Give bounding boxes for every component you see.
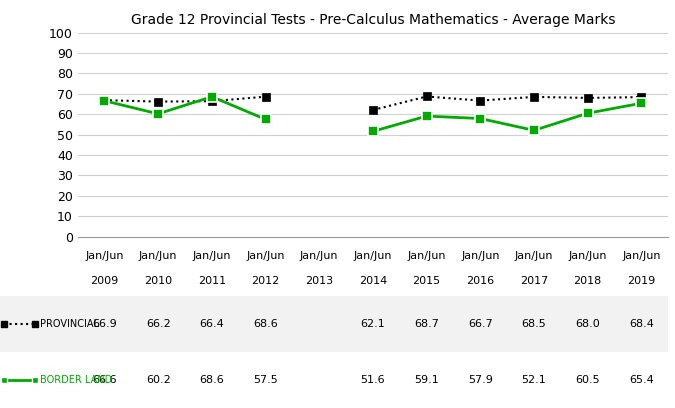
Text: 66.9: 66.9 (92, 319, 117, 329)
Text: 57.9: 57.9 (468, 375, 493, 385)
Text: Jan/Jun: Jan/Jun (246, 251, 285, 261)
Bar (78, 352, 668, 408)
Text: 2018: 2018 (574, 276, 602, 286)
Text: 51.6: 51.6 (360, 375, 385, 385)
Text: 2015: 2015 (412, 276, 441, 286)
Text: Jan/Jun: Jan/Jun (139, 251, 178, 261)
Text: Jan/Jun: Jan/Jun (408, 251, 446, 261)
Text: 60.2: 60.2 (146, 375, 171, 385)
Text: 68.6: 68.6 (200, 375, 224, 385)
Text: 68.4: 68.4 (629, 319, 654, 329)
Text: 59.1: 59.1 (414, 375, 439, 385)
Text: 2014: 2014 (359, 276, 387, 286)
Text: Jan/Jun: Jan/Jun (354, 251, 392, 261)
Text: 2017: 2017 (520, 276, 548, 286)
Bar (0, 352, 78, 408)
Text: BORDER LAND: BORDER LAND (40, 375, 113, 385)
Title: Grade 12 Provincial Tests - Pre-Calculus Mathematics - Average Marks: Grade 12 Provincial Tests - Pre-Calculus… (131, 13, 615, 27)
Text: 68.5: 68.5 (522, 319, 546, 329)
Text: Jan/Jun: Jan/Jun (461, 251, 500, 261)
Text: 66.4: 66.4 (200, 319, 224, 329)
Text: Jan/Jun: Jan/Jun (300, 251, 338, 261)
Text: Jan/Jun: Jan/Jun (568, 251, 607, 261)
Text: 2013: 2013 (305, 276, 333, 286)
Text: 2019: 2019 (627, 276, 655, 286)
Text: Jan/Jun: Jan/Jun (192, 251, 231, 261)
Text: 68.0: 68.0 (575, 319, 600, 329)
Bar (78, 296, 668, 352)
Text: 66.7: 66.7 (468, 319, 493, 329)
Bar (0, 296, 78, 352)
Text: 2012: 2012 (251, 276, 279, 286)
Text: 66.2: 66.2 (146, 319, 171, 329)
Text: 57.5: 57.5 (253, 375, 278, 385)
Text: 2010: 2010 (144, 276, 172, 286)
Text: Jan/Jun: Jan/Jun (622, 251, 661, 261)
Text: 65.4: 65.4 (629, 375, 654, 385)
Text: 2016: 2016 (466, 276, 494, 286)
Text: PROVINCIAL: PROVINCIAL (40, 319, 99, 329)
Text: 52.1: 52.1 (522, 375, 546, 385)
Text: 68.6: 68.6 (253, 319, 278, 329)
Text: 60.5: 60.5 (575, 375, 600, 385)
Text: 2011: 2011 (198, 276, 226, 286)
Text: Jan/Jun: Jan/Jun (85, 251, 124, 261)
Text: 66.6: 66.6 (92, 375, 117, 385)
Text: 62.1: 62.1 (360, 319, 385, 329)
Text: Jan/Jun: Jan/Jun (515, 251, 553, 261)
Text: 2009: 2009 (90, 276, 119, 286)
Text: 68.7: 68.7 (414, 319, 439, 329)
